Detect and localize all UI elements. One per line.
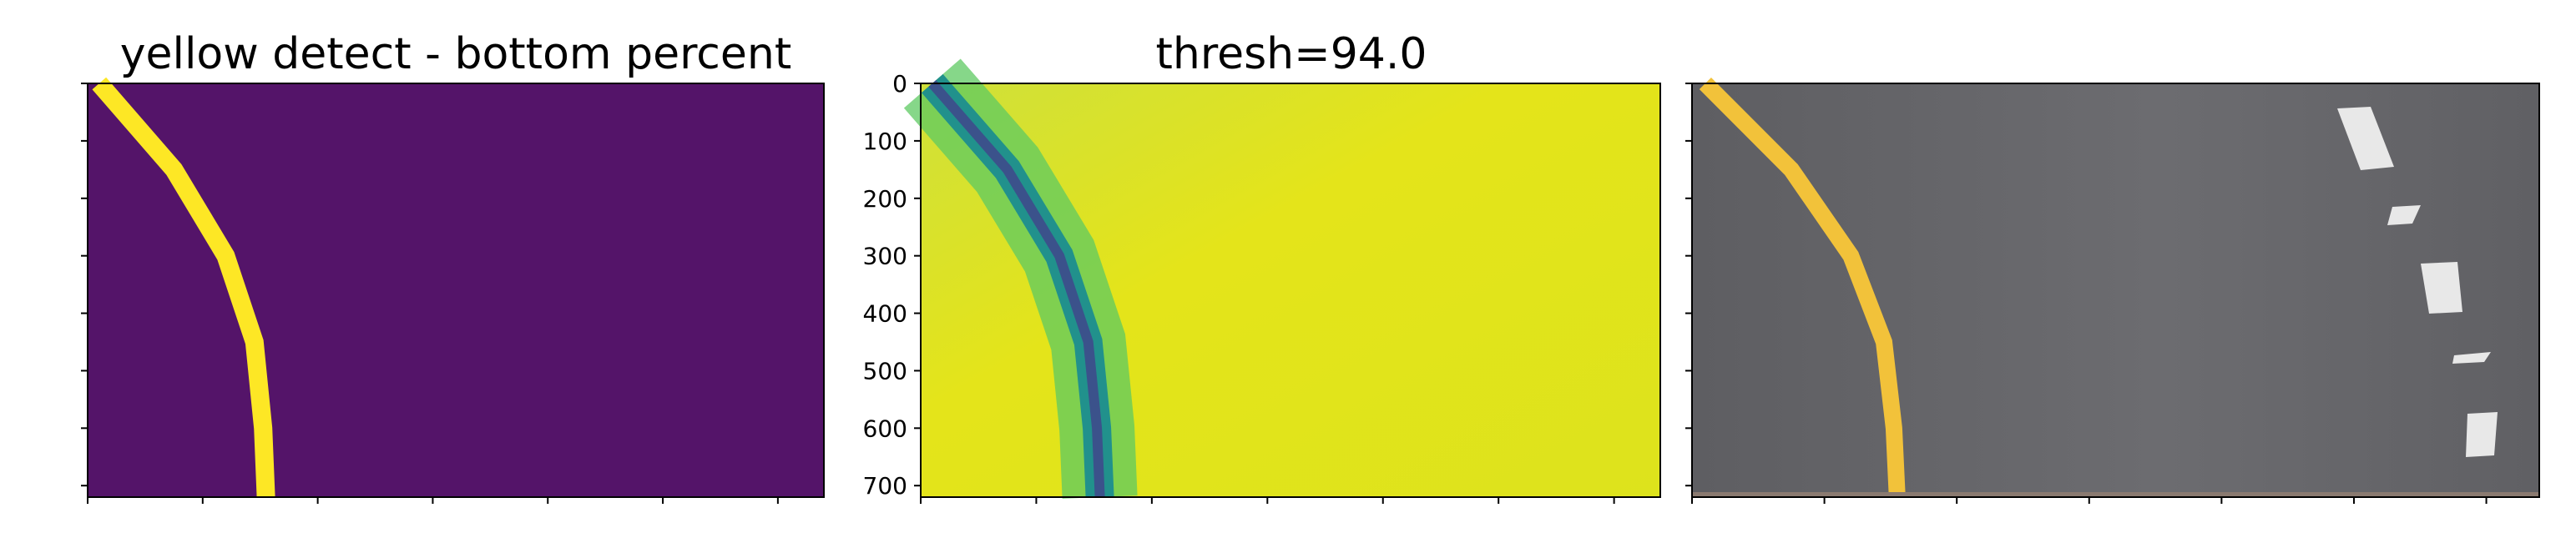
lane-mask: [92, 77, 275, 498]
y-tick-label: 200: [863, 185, 907, 213]
plot-area: [87, 77, 825, 498]
chart-title: thresh=94.0: [1156, 29, 1427, 79]
panel-thresh: thresh=94.0 0 100 200 300 400 500 600 700: [863, 29, 1661, 504]
marking-2: [2387, 205, 2421, 225]
y-tick-label: 600: [863, 415, 907, 442]
y-tick-label: 400: [863, 300, 907, 328]
road-surface: [1692, 83, 2539, 497]
marking-5: [2466, 412, 2498, 457]
axes-frame: [87, 83, 825, 498]
y-tick-label: 100: [863, 128, 907, 155]
plot-area: [1691, 77, 2540, 498]
y-tick-label: 300: [863, 243, 907, 270]
panel-road-image: [1685, 77, 2540, 504]
marking-4: [2452, 352, 2491, 364]
y-tick-label: 700: [863, 472, 907, 500]
chart-title: yellow detect - bottom percent: [120, 29, 791, 79]
lane-core: [928, 80, 1105, 498]
lane-line: [1699, 77, 1906, 498]
axes-frame: [1691, 83, 2540, 498]
axis-ticks: 0 100 200 300 400 500 600 700: [863, 70, 1615, 504]
plot-area: [903, 58, 1661, 499]
y-tick-label: 500: [863, 357, 907, 385]
bottom-edge: [1692, 492, 2539, 497]
heatmap-background: [88, 83, 824, 497]
y-tick-label: 0: [892, 70, 907, 98]
marking-3: [2421, 262, 2462, 314]
marking-1: [2337, 107, 2394, 170]
right-lane-markings: [2337, 107, 2498, 457]
panel-yellow-detect: yellow detect - bottom percent: [81, 29, 825, 504]
axis-ticks: [81, 83, 779, 504]
axes-frame: [920, 83, 1661, 498]
axis-ticks: [1685, 83, 2488, 504]
